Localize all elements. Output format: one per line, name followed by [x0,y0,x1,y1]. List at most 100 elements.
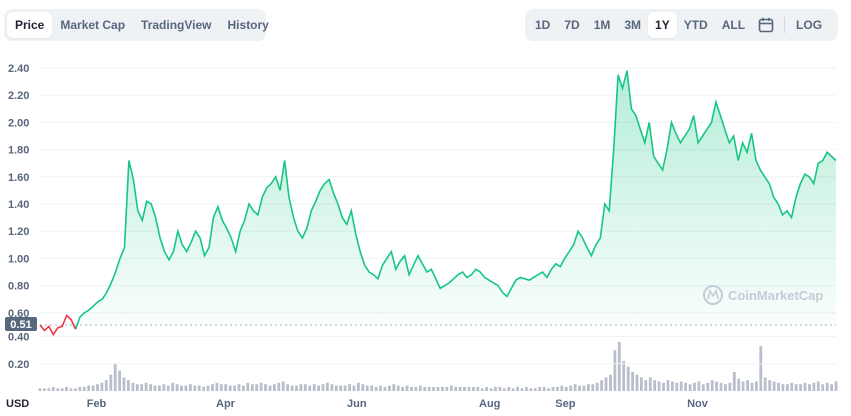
volume-bar [750,382,754,391]
log-scale-button[interactable]: LOG [796,18,823,32]
tab-price[interactable]: Price [7,12,53,38]
volume-bar [556,386,559,391]
volume-bar [153,385,157,391]
volume-bar [622,361,626,391]
volume-bar [193,385,197,391]
volume-bar [250,384,254,391]
volume-bar [78,386,82,391]
volume-bar [396,385,400,391]
volume-bar [657,381,661,391]
volume-bar [334,385,338,391]
volume-bar [635,374,639,391]
volume-bar [104,380,108,391]
volume-bar [264,384,267,391]
volume-bar [786,384,789,391]
volume-bar [617,342,621,391]
volume-bar [414,386,418,391]
volume-bar [312,384,316,391]
volume-bar [441,386,444,391]
volume-bar [648,377,652,391]
volume-bar [370,385,374,391]
volume-bar [140,384,144,391]
volume-bar [321,384,325,391]
range-1d-button[interactable]: 1D [535,18,551,32]
volume-bar [595,382,599,391]
volume-bar [768,380,772,391]
volume-bar [763,377,767,391]
currency-label: USD [6,398,29,410]
range-3m-button[interactable]: 3M [624,18,642,32]
volume-bar [189,384,192,391]
volume-bar [569,385,573,391]
volume-bar [666,380,670,391]
y-tick-label: 0.60 [8,308,29,320]
range-7d-button[interactable]: 7D [564,18,580,32]
volume-bar [825,382,829,391]
volume-bar [423,386,427,391]
volume-bar [339,385,343,391]
volume-bar [74,388,77,391]
volume-bar [573,384,577,391]
volume-bar [644,380,648,391]
volume-bar [600,380,603,391]
volume-bar [246,382,250,391]
range-1y-button[interactable]: 1Y [648,12,677,38]
volume-bar [379,385,382,391]
volume-bar [82,386,86,391]
tab-history[interactable]: History [227,18,269,32]
volume-bar [65,386,68,391]
volume-bar [803,382,807,391]
volume-bar [166,385,170,391]
volume-bar [467,386,471,391]
volume-bar [215,382,219,391]
volume-bar [715,381,718,391]
volume-bar [56,388,60,391]
tab-market-cap[interactable]: Market Cap [60,18,126,32]
volume-bar [308,385,312,391]
volume-bar [255,384,259,391]
volume-bar [631,372,634,391]
range-all-button[interactable]: ALL [721,18,746,32]
volume-bar [87,385,90,391]
volume-bar [184,385,188,391]
y-tick-label: 2.20 [8,90,29,102]
volume-bar [388,385,391,391]
y-tick-label: 1.40 [8,199,29,211]
volume-bar [560,385,564,391]
volume-bar [830,384,833,391]
volume-bar [520,388,524,391]
volume-bar [365,385,369,391]
volume-bar [122,377,126,391]
volume-bar [564,386,568,391]
volume-bar [348,384,351,391]
volume-bar [202,386,205,391]
range-1m-button[interactable]: 1M [593,18,611,32]
volume-bar [277,382,281,391]
y-tick-label: 2.00 [8,117,29,129]
volume-bar [392,384,396,391]
volume-bar [357,382,360,391]
current-price-label: 0.51 [10,319,31,331]
price-line-up [74,70,837,330]
volume-bar [352,385,356,391]
y-tick-label: 0.80 [8,281,29,293]
calendar-icon[interactable] [752,12,780,38]
volume-bar [418,385,422,391]
volume-bar [299,384,303,391]
volume-bar [273,384,276,391]
volume-bar [436,386,440,391]
volume-bar [728,382,732,391]
volume-bar [538,386,542,391]
volume-bar [679,381,683,391]
volume-bar [162,384,166,391]
volume-bar [626,366,630,391]
volume-bar [675,382,679,391]
volume-bar [432,386,435,391]
range-ytd-button[interactable]: YTD [683,18,708,32]
volume-bar [113,363,117,391]
volume-bar [463,386,466,391]
volume-bar [494,386,497,391]
tab-tradingview[interactable]: TradingView [141,18,212,32]
volume-bar [317,385,320,391]
volume-bar [374,386,378,391]
